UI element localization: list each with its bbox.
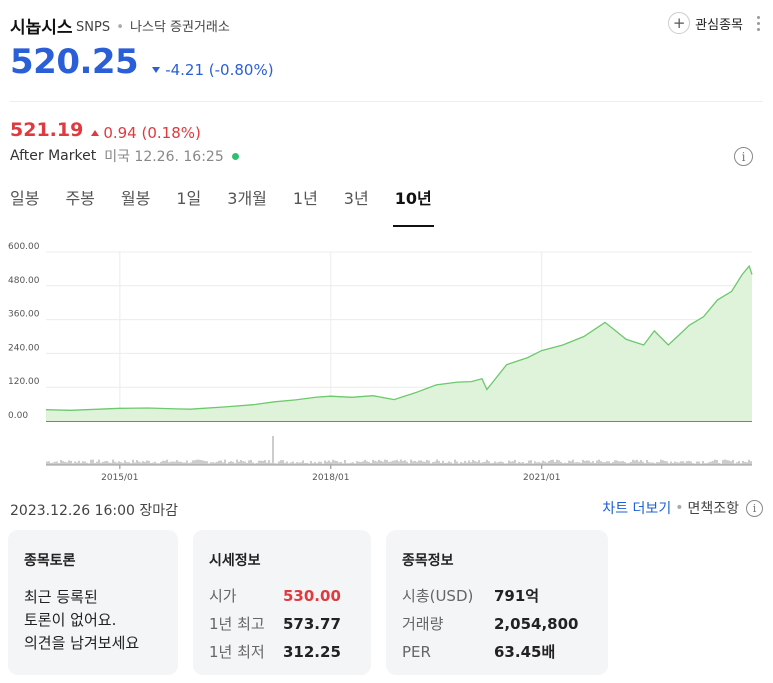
market-cap-row: 시총(USD) 791억 (402, 586, 592, 606)
price-line (45, 264, 753, 411)
market-cap-value: 791억 (494, 587, 540, 605)
watchlist-label: 관심종목 (695, 17, 743, 33)
after-market-change-value: 0.94 (0.18%) (103, 124, 201, 142)
stock-info-card: 종목정보 시총(USD) 791억 거래량 2,054,800 PER 63.4… (386, 530, 608, 675)
discussion-empty-text: 최근 등록된 토론이 없어요. 의견을 남겨보세요 (24, 588, 140, 652)
x-tick-label: 2015/01 (101, 473, 138, 483)
up-arrow-icon (91, 130, 100, 136)
price-row: 520.25 -4.21 (-0.80%) (10, 42, 274, 82)
tab-daily[interactable]: 일봉 (10, 189, 40, 208)
market-close-time: 2023.12.26 16:00 장마감 (10, 503, 179, 519)
per-row: PER 63.45배 (402, 642, 592, 662)
more-chart-link[interactable]: 차트 더보기 (602, 501, 672, 517)
after-market-price-row: 521.19 0.94 (0.18%) (10, 119, 201, 142)
year-low-label: 1년 최저 (209, 643, 265, 661)
separator-dot: • (116, 20, 124, 35)
tab-weekly[interactable]: 주봉 (65, 189, 95, 208)
y-tick-label: 240.00 (8, 343, 40, 353)
exchange-name: 나스닥 증권거래소 (130, 20, 230, 35)
info-icon[interactable]: i (746, 499, 763, 517)
year-high-value: 573.77 (283, 615, 341, 633)
after-market-label-row: After Market 미국 12.26. 16:25 (10, 146, 239, 166)
volume-row: 거래량 2,054,800 (402, 614, 592, 634)
period-tabs: 일봉 주봉 월봉 1일 3개월 1년 3년 10년 (10, 183, 458, 229)
more-options-icon[interactable] (753, 12, 763, 34)
year-high-label: 1년 최고 (209, 615, 265, 633)
stock-header: 시놉시스 SNPS • 나스닥 증권거래소 + 관심종목 (10, 10, 763, 38)
stock-name: 시놉시스 (10, 18, 73, 38)
volume-value: 2,054,800 (494, 615, 579, 633)
plus-icon: + (668, 12, 691, 34)
tab-monthly[interactable]: 월봉 (120, 189, 151, 208)
tab-10year[interactable]: 10년 (392, 183, 434, 227)
discussion-card[interactable]: 종목토론 최근 등록된 토론이 없어요. 의견을 남겨보세요 (8, 530, 178, 675)
price-area (46, 266, 752, 421)
x-tick-label: 2021/01 (523, 473, 560, 483)
after-market-price: 521.19 (10, 119, 84, 141)
y-tick-label: 600.00 (8, 242, 40, 252)
x-tick-label: 2018/01 (312, 473, 349, 483)
disclaimer-link[interactable]: 면책조항 (687, 501, 739, 517)
market-cap-label: 시총(USD) (402, 587, 474, 605)
footer-links: 차트 더보기 • 면책조항 i (602, 498, 763, 518)
stock-ticker-exchange: SNPS • 나스닥 증권거래소 (76, 16, 230, 35)
volume-label: 거래량 (402, 615, 444, 633)
down-arrow-icon (152, 67, 161, 73)
year-low-value: 312.25 (283, 643, 341, 661)
tab-3month[interactable]: 3개월 (227, 189, 267, 208)
divider (10, 101, 763, 102)
tab-1day[interactable]: 1일 (176, 189, 202, 208)
card-title: 종목정보 (402, 553, 454, 569)
separator-dot: • (675, 500, 684, 516)
info-icon[interactable]: i (734, 147, 753, 166)
y-tick-label: 480.00 (8, 276, 40, 286)
card-title: 시세정보 (209, 553, 261, 569)
year-low-row: 1년 최저 312.25 (209, 642, 355, 662)
after-market-change: 0.94 (0.18%) (91, 124, 201, 142)
per-value: 63.45배 (494, 643, 556, 661)
after-market-time: 미국 12.26. 16:25 (104, 149, 224, 165)
open-price-value: 530.00 (283, 587, 341, 605)
tab-3year[interactable]: 3년 (343, 189, 369, 208)
year-high-row: 1년 최고 573.77 (209, 614, 355, 634)
price-change: -4.21 (-0.80%) (152, 61, 274, 79)
open-price-row: 시가 530.00 (209, 586, 355, 606)
y-tick-label: 0.00 (8, 411, 28, 421)
after-market-label: After Market (10, 148, 97, 164)
open-price-label: 시가 (209, 587, 237, 605)
ticker-symbol: SNPS (76, 20, 111, 35)
card-title: 종목토론 (24, 553, 76, 569)
per-label: PER (402, 643, 431, 661)
live-status-dot (231, 152, 239, 160)
y-tick-label: 120.00 (8, 377, 40, 387)
price-change-value: -4.21 (-0.80%) (165, 61, 274, 79)
chart-footer: 2023.12.26 16:00 장마감 차트 더보기 • 면책조항 i (10, 498, 763, 519)
price-chart[interactable]: 600.00 480.00 360.00 240.00 120.00 0.00 2015/0… (0, 240, 773, 485)
tab-1year[interactable]: 1년 (292, 189, 318, 208)
current-price: 520.25 (10, 42, 139, 82)
market-info-card: 시세정보 시가 530.00 1년 최고 573.77 1년 최저 312.25 (193, 530, 371, 675)
y-tick-label: 360.00 (8, 310, 40, 320)
add-watchlist-button[interactable]: + 관심종목 (668, 11, 743, 35)
